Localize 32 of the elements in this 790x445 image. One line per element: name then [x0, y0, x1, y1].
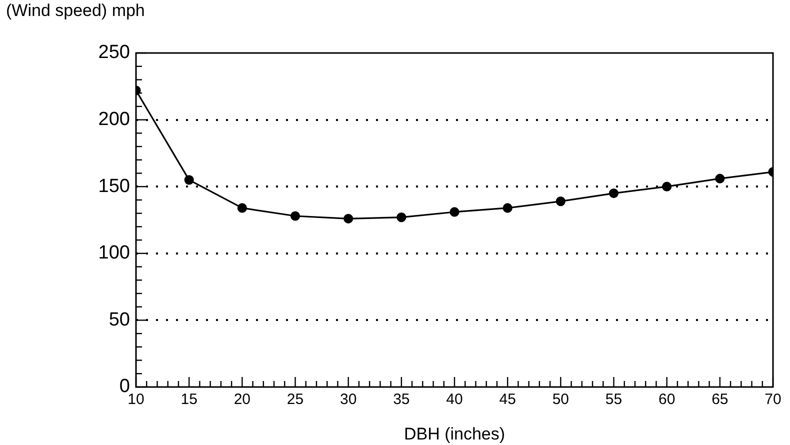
x-tick-label: 20	[234, 391, 251, 408]
y-tick-label: 100	[98, 242, 130, 264]
x-tick-label: 25	[286, 391, 304, 408]
point	[290, 211, 300, 221]
x-axis-title: DBH (inches)	[404, 424, 506, 444]
point	[396, 212, 406, 222]
point	[344, 214, 354, 224]
y-tick-label: 150	[98, 176, 130, 197]
point	[184, 175, 194, 185]
x-tick-label: 60	[658, 391, 676, 408]
y-axis-title: (Wind speed) mph	[6, 1, 145, 20]
x-tick-label: 50	[552, 391, 570, 408]
point	[662, 182, 672, 192]
point	[715, 174, 725, 184]
x-tick-label: 30	[340, 391, 357, 408]
y-tick-label: 0	[119, 376, 130, 398]
point	[502, 203, 512, 213]
point	[556, 196, 566, 206]
x-tick-label: 35	[393, 391, 410, 408]
x-tick-label: 70	[764, 391, 782, 408]
x-tick-label: 15	[180, 391, 198, 408]
x-tick-label: 10	[128, 391, 144, 408]
y-tick-label: 250	[98, 42, 130, 64]
x-tick-label: 65	[712, 391, 728, 408]
x-tick-label: 55	[605, 391, 622, 408]
x-tick-label: 40	[446, 391, 463, 408]
point	[450, 207, 460, 217]
y-tick-label: 50	[108, 309, 130, 330]
x-tick-label: 45	[499, 391, 516, 408]
point	[237, 203, 247, 213]
point	[608, 188, 619, 198]
y-tick-label: 200	[98, 109, 130, 130]
